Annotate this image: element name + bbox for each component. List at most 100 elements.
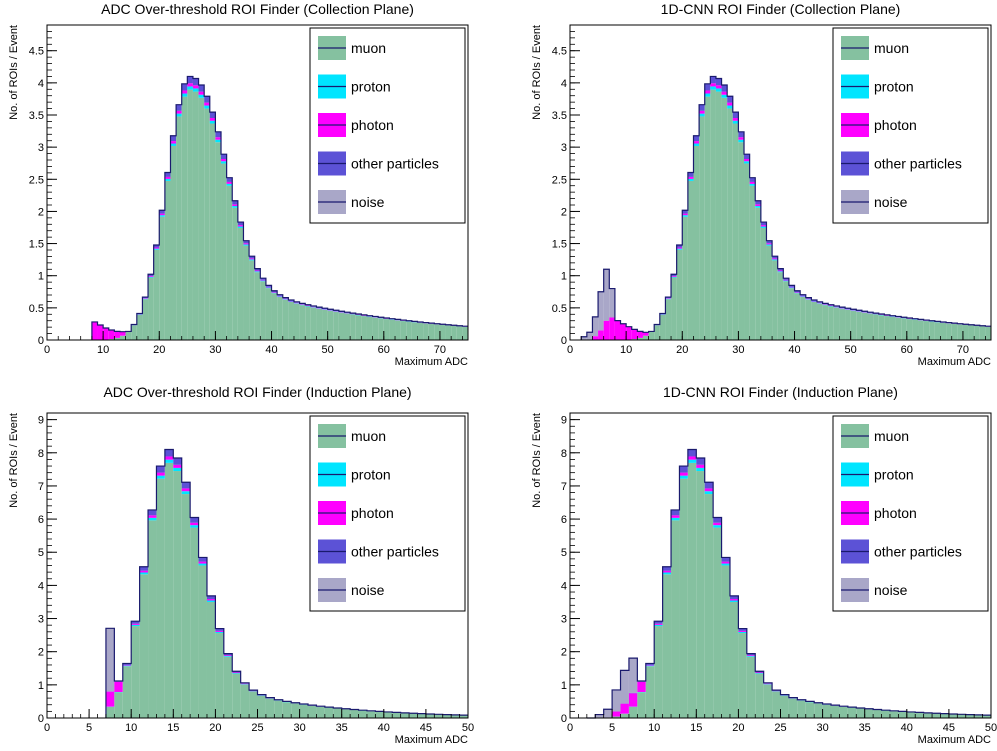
bar-muon-22 xyxy=(232,673,241,718)
y-tick-label: 9 xyxy=(561,415,567,427)
bar-muon-69 xyxy=(434,324,440,340)
bar-photon-10 xyxy=(103,327,109,340)
bar-proton-12 xyxy=(148,517,157,521)
bar-muon-50 xyxy=(327,310,334,340)
bar-muon-31 xyxy=(308,705,317,718)
bar-proton-40 xyxy=(794,292,801,294)
bar-other-particles-18 xyxy=(198,557,207,562)
x-tick-label: 0 xyxy=(44,722,50,734)
y-tick-label: 8 xyxy=(38,448,44,460)
x-tick-label: 50 xyxy=(845,344,857,356)
bar-muon-32 xyxy=(226,185,233,340)
bar-muon-11 xyxy=(662,574,672,718)
bar-photon-25 xyxy=(187,83,193,87)
x-tick-label: 30 xyxy=(209,344,221,356)
bar-muon-8 xyxy=(114,692,123,718)
bar-other-particles-22 xyxy=(693,135,700,142)
bar-muon-24 xyxy=(772,691,781,718)
bar-other-particles-24 xyxy=(181,83,188,91)
bar-muon-66 xyxy=(940,322,947,340)
bar-other-particles-27 xyxy=(721,85,728,92)
bar-proton-15 xyxy=(696,467,705,472)
bar-other-particles-13 xyxy=(156,466,165,473)
bar-other-particles-31 xyxy=(744,154,750,160)
legend-label-muon: muon xyxy=(351,428,386,444)
bar-photon-18 xyxy=(721,561,730,564)
bar-muon-12 xyxy=(148,520,157,718)
bar-other-particles-17 xyxy=(713,517,722,523)
bar-muon-36 xyxy=(772,260,778,340)
bar-muon-20 xyxy=(682,216,688,340)
bar-photon-7 xyxy=(628,693,638,707)
y-tick-label: 2 xyxy=(561,647,567,659)
bar-muon-41 xyxy=(915,712,924,718)
bar-proton-19 xyxy=(153,248,160,250)
bar-other-particles-19 xyxy=(153,244,160,248)
bar-other-particles-20 xyxy=(682,210,688,214)
bar-photon-36 xyxy=(772,258,778,260)
bar-other-particles-29 xyxy=(209,112,216,119)
bar-muon-52 xyxy=(338,312,345,340)
bar-photon-31 xyxy=(221,159,227,162)
bar-muon-18 xyxy=(148,277,154,340)
bar-photon-14 xyxy=(164,456,174,460)
bar-muon-56 xyxy=(361,316,367,340)
bar-photon-41 xyxy=(800,295,806,297)
bar-muon-51 xyxy=(333,311,339,340)
bar-muon-43 xyxy=(811,301,817,340)
bar-other-particles-9 xyxy=(645,663,655,665)
bar-muon-20 xyxy=(159,216,165,340)
bar-muon-38 xyxy=(366,711,376,718)
bar-proton-17 xyxy=(713,525,722,528)
bar-other-particles-39 xyxy=(265,285,272,287)
bar-other-particles-37 xyxy=(254,268,261,271)
x-tick-label: 20 xyxy=(153,344,165,356)
bar-muon-30 xyxy=(822,704,832,718)
y-tick-label: 1 xyxy=(38,680,44,692)
bar-photon-34 xyxy=(237,225,244,227)
bar-other-particles-16 xyxy=(181,482,191,489)
bar-muon-41 xyxy=(277,296,283,340)
bar-muon-58 xyxy=(895,317,902,340)
bar-other-particles-29 xyxy=(732,112,739,119)
bar-muon-48 xyxy=(974,715,983,718)
bar-other-particles-19 xyxy=(676,244,683,248)
bar-proton-13 xyxy=(679,475,688,479)
bar-proton-20 xyxy=(215,631,224,634)
bar-muon-31 xyxy=(221,163,227,340)
bar-muon-18 xyxy=(198,565,207,718)
bar-muon-49 xyxy=(845,309,851,340)
bar-photon-11 xyxy=(662,570,672,573)
histogram-outline xyxy=(91,75,468,340)
bar-muon-14 xyxy=(648,331,655,340)
bar-muon-32 xyxy=(749,185,756,340)
bar-photon-27 xyxy=(198,91,205,95)
bar-photon-6 xyxy=(620,703,629,714)
bar-muon-19 xyxy=(676,249,683,340)
bar-muon-13 xyxy=(119,335,126,340)
x-tick-label: 5 xyxy=(86,722,92,734)
bar-photon-16 xyxy=(704,488,714,492)
bar-proton-32 xyxy=(749,183,756,186)
legend-label-proton: proton xyxy=(874,79,914,95)
bar-proton-42 xyxy=(282,299,289,300)
bar-other-particles-28 xyxy=(204,96,210,103)
bar-muon-37 xyxy=(254,272,261,340)
y-tick-label: 2 xyxy=(561,206,567,218)
x-tick-label: 40 xyxy=(265,344,277,356)
bar-muon-70 xyxy=(962,325,969,340)
bar-other-particles-19 xyxy=(729,595,739,600)
bar-photon-22 xyxy=(755,672,764,674)
bar-proton-18 xyxy=(721,563,730,566)
bar-photon-27 xyxy=(721,91,728,95)
bar-proton-26 xyxy=(715,88,722,92)
bar-noise-3 xyxy=(595,714,604,718)
bar-photon-42 xyxy=(805,298,812,300)
chart-title: 1D-CNN ROI Finder (Collection Plane) xyxy=(661,1,901,17)
bar-muon-32 xyxy=(316,706,325,718)
y-tick-label: 4 xyxy=(38,580,44,592)
bar-muon-39 xyxy=(375,711,384,718)
bar-muon-55 xyxy=(878,315,885,340)
bar-muon-67 xyxy=(946,323,952,340)
bar-proton-29 xyxy=(209,120,216,124)
